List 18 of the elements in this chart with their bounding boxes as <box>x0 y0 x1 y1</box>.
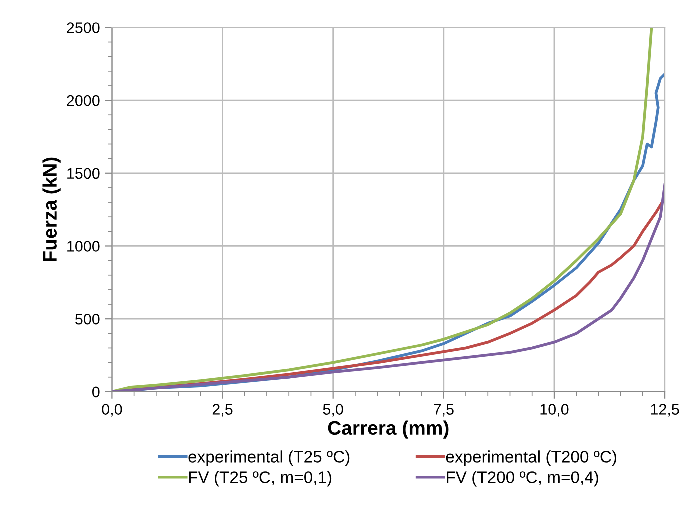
y-tick-label: 1000 <box>68 241 100 252</box>
legend-label: FV (T200 ºC, m=0,4) <box>447 471 598 487</box>
x-tick-label: 0,0 <box>102 404 122 417</box>
x-tick-label: 12,5 <box>651 404 680 417</box>
legend-label: FV (T25 ºC, m=0,1) <box>189 471 332 487</box>
y-tick-label: 1500 <box>68 168 100 180</box>
legend-label: experimental (T200 ºC) <box>446 450 617 466</box>
y-tick-label: 2500 <box>67 22 100 34</box>
x-axis-title: Carrera (mm) <box>328 420 449 439</box>
y-tick-label: 0 <box>92 386 100 398</box>
y-tick-label: 2000 <box>67 95 100 106</box>
x-tick-label: 7,5 <box>434 404 454 417</box>
y-tick-label: 500 <box>76 314 100 325</box>
x-tick-label: 2,5 <box>212 404 233 417</box>
x-tick-label: 10,0 <box>540 404 569 417</box>
x-tick-label: 5,0 <box>323 404 344 417</box>
legend-label: experimental (T25 ºC) <box>188 450 350 466</box>
y-axis-title: Fuerza (kN) <box>42 158 61 262</box>
